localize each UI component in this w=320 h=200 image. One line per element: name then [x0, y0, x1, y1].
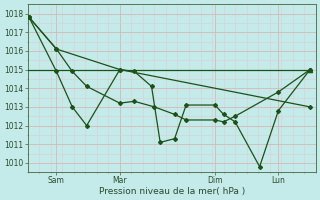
X-axis label: Pression niveau de la mer( hPa ): Pression niveau de la mer( hPa ) — [99, 187, 245, 196]
